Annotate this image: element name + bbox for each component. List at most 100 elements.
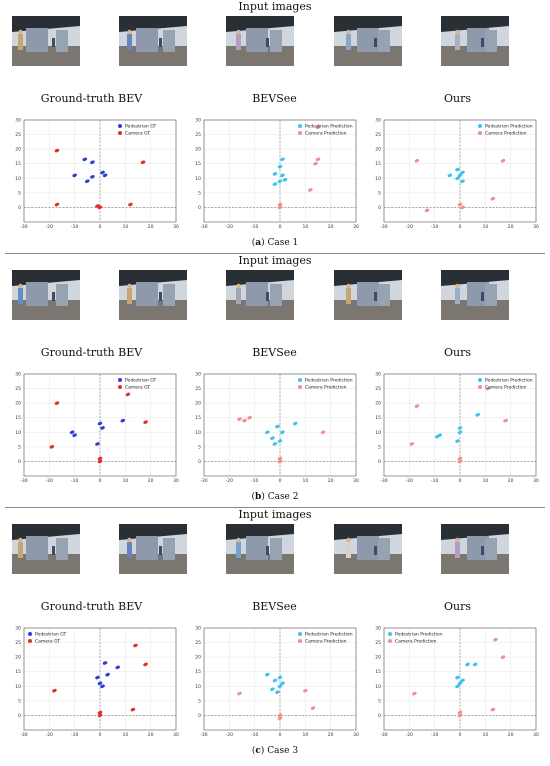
x-tick-label: -10 [71, 478, 78, 484]
y-tick-label: 0 [198, 205, 201, 211]
scatter-point [457, 710, 463, 715]
scatter-point [475, 413, 481, 417]
figure-caption: (b) Case 2 [0, 492, 550, 502]
input-image-thumbnail [226, 524, 294, 574]
scatter-point [310, 706, 316, 710]
y-tick-label: 15 [375, 415, 381, 421]
scatter-point [272, 678, 278, 683]
x-tick-label: 0 [279, 224, 282, 230]
scatter-point [277, 439, 283, 443]
caption-paren-close: ) [261, 238, 268, 248]
scatter-point [52, 688, 57, 693]
y-tick-label: 20 [375, 401, 381, 407]
x-tick-label: 30 [533, 224, 539, 230]
y-tick-label: 0 [18, 459, 21, 465]
scatter-point [412, 691, 417, 696]
x-tick-label: 30 [533, 732, 539, 738]
legend-label: Camera Prediction [305, 385, 347, 391]
scatter-point [485, 386, 491, 391]
scatter-point [143, 420, 148, 424]
bev-label: Ours [443, 346, 471, 359]
scatter-point [460, 205, 465, 210]
x-tick-label: 0 [459, 732, 462, 738]
bev-label: Ours [443, 92, 471, 105]
legend-marker [298, 385, 302, 389]
y-tick-label: 20 [375, 147, 381, 153]
x-tick-label: 20 [328, 478, 334, 484]
y-tick-label: 30 [15, 626, 21, 632]
scatter-point [85, 179, 90, 183]
x-tick-label: -10 [251, 224, 258, 230]
input-image-thumbnail [334, 524, 402, 574]
input-image-thumbnail [12, 270, 80, 320]
x-tick-label: -30 [380, 732, 387, 738]
y-tick-label: 10 [195, 176, 201, 182]
caption-text: Case 1 [267, 238, 299, 248]
scatter-point [457, 430, 463, 435]
y-tick-label: 20 [375, 655, 381, 661]
scatter-point [270, 687, 275, 691]
input-image-thumbnail [119, 524, 187, 574]
y-tick-label: 30 [375, 372, 381, 378]
legend-label: Camera Prediction [485, 385, 527, 391]
scatter-point [133, 643, 138, 648]
y-tick-label: 30 [15, 118, 21, 124]
scatter-point [97, 710, 103, 715]
input-images-heading: Input images [238, 0, 312, 13]
caption-text: Case 3 [267, 746, 299, 756]
scatter-point [115, 665, 121, 670]
y-tick-label: 30 [195, 118, 201, 124]
x-tick-label: -20 [226, 224, 233, 230]
y-tick-label: 20 [15, 401, 21, 407]
y-tick-label: 0 [378, 459, 381, 465]
figure-caption: (c) Case 3 [0, 746, 550, 756]
scatter-point [292, 421, 298, 426]
scatter-point [503, 418, 508, 423]
case-panel: Input images Ground-truth BEV BEVSee Ours -3… [0, 508, 550, 762]
y-tick-label: 10 [195, 684, 201, 690]
x-tick-label: -30 [20, 224, 27, 230]
legend-marker [298, 131, 302, 135]
case-panel: Input images Ground-truth BEV BEVSee Ours -3… [0, 0, 550, 254]
x-tick-label: 10 [302, 478, 308, 484]
scatter-point [447, 173, 453, 178]
bev-scatter-plot: -30 -20 -10 0 10 20 30 0 5 10 15 20 25 30 Pedestrian P… [370, 116, 540, 234]
scatter-point [272, 172, 278, 176]
y-tick-label: 25 [195, 132, 201, 138]
y-tick-label: 25 [195, 386, 201, 392]
caption-text: Case 2 [267, 492, 299, 502]
input-image-thumbnail [441, 524, 509, 574]
case-panel: Input images Ground-truth BEV BEVSee Ours -3… [0, 254, 550, 508]
input-image-thumbnail [441, 270, 509, 320]
scatter-point [130, 707, 136, 712]
y-tick-label: 5 [378, 190, 381, 196]
scatter-point [275, 424, 280, 429]
x-tick-label: -30 [200, 732, 207, 738]
scatter-point [315, 125, 321, 130]
y-tick-label: 30 [195, 372, 201, 378]
figure-caption: (a) Case 1 [0, 238, 550, 248]
x-tick-label: 20 [508, 224, 514, 230]
input-image-thumbnail [441, 16, 509, 66]
y-tick-label: 0 [198, 713, 201, 719]
y-tick-label: 0 [18, 713, 21, 719]
scatter-point [303, 688, 308, 693]
legend-label: Pedestrian Prediction [395, 632, 443, 638]
y-tick-label: 15 [15, 669, 21, 675]
x-tick-label: 10 [122, 224, 128, 230]
bev-scatter-plot: -30 -20 -10 0 10 20 30 0 5 10 15 20 25 30 Pedestrian P… [190, 370, 360, 488]
scatter-point [500, 655, 506, 659]
x-tick-label: 20 [148, 224, 154, 230]
x-tick-label: -10 [251, 732, 258, 738]
y-tick-label: 25 [375, 640, 381, 646]
scatter-point [54, 202, 60, 207]
scatter-point [457, 459, 463, 464]
scatter-point [90, 175, 95, 179]
input-image-thumbnail [119, 16, 187, 66]
legend-label: Pedestrian Prediction [305, 124, 353, 130]
input-image-thumbnail [12, 16, 80, 66]
x-tick-label: -30 [200, 224, 207, 230]
y-tick-label: 20 [195, 655, 201, 661]
bev-label: Ground-truth BEV [40, 92, 143, 105]
scatter-point [414, 159, 420, 163]
